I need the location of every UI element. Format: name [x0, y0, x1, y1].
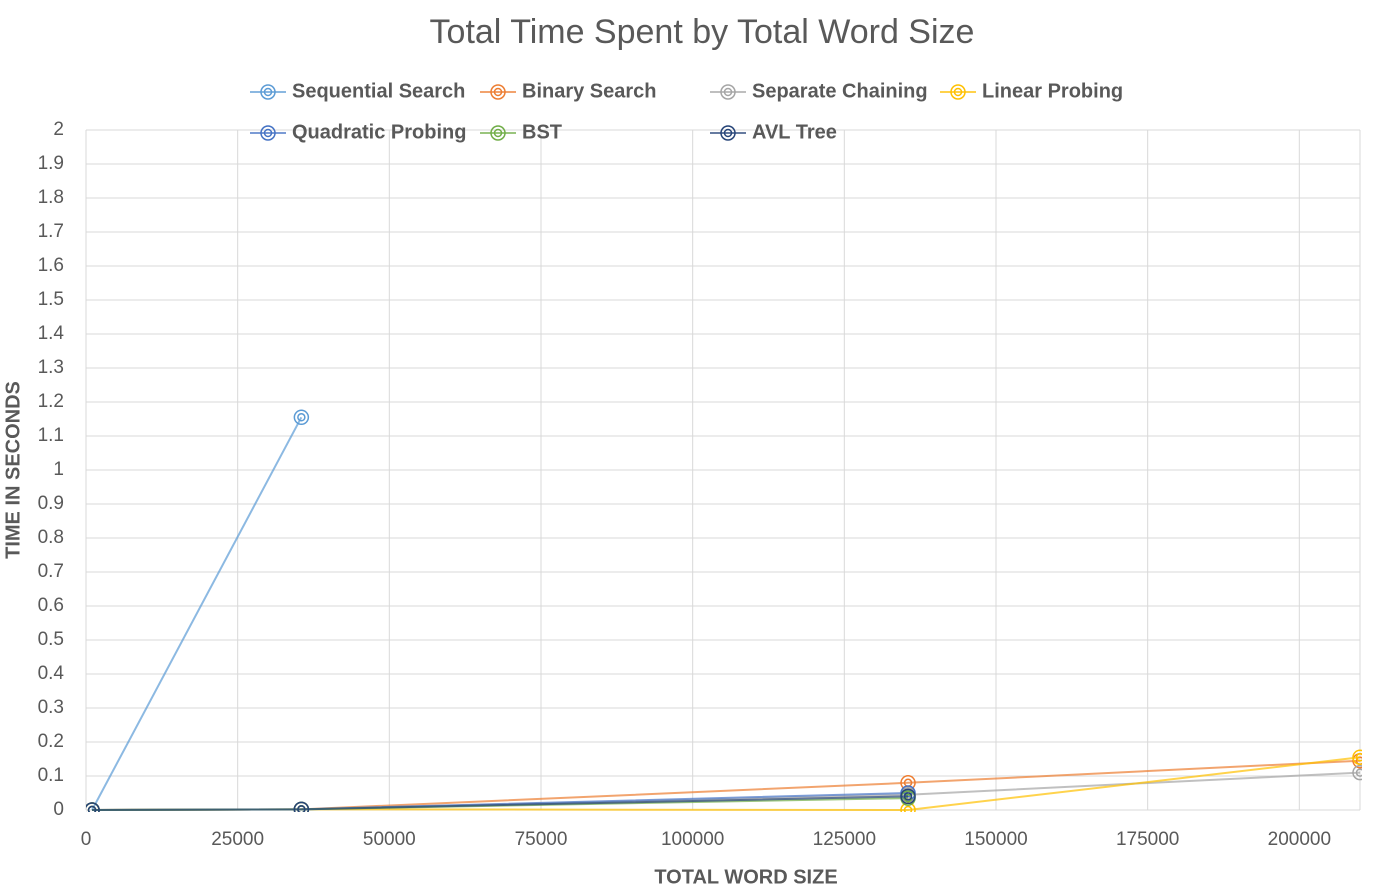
- y-tick-label: 0.2: [38, 731, 64, 752]
- marker-core: [493, 128, 503, 138]
- y-tick-label: 0.1: [38, 765, 64, 786]
- y-tick-label: 1.9: [38, 153, 64, 174]
- legend-label: BST: [522, 121, 562, 143]
- marker-core: [87, 805, 97, 812]
- marker-core: [723, 87, 733, 97]
- series-line: [92, 759, 1361, 811]
- y-tick-label: 1.7: [38, 221, 64, 242]
- y-tick-label: 1.5: [38, 289, 64, 310]
- y-tick-label: 1: [53, 459, 64, 480]
- marker-ring: [720, 125, 736, 141]
- y-tick-label: 1.1: [38, 425, 64, 446]
- marker-ring: [86, 802, 100, 812]
- marker-ring: [1352, 749, 1362, 766]
- marker: [720, 84, 736, 100]
- marker-core: [297, 805, 306, 812]
- x-tick-label: 25000: [211, 829, 264, 850]
- legend-label: Linear Probing: [982, 80, 1123, 102]
- marker-ring: [490, 84, 506, 100]
- marker-core: [493, 87, 503, 97]
- marker-ring: [900, 788, 916, 805]
- y-tick-label: 0.8: [38, 527, 64, 548]
- y-tick-label: 0.4: [38, 663, 65, 684]
- x-tick-label: 75000: [515, 829, 568, 850]
- y-tick-label: 0.5: [38, 629, 64, 650]
- marker: [1352, 749, 1362, 766]
- legend-label: Quadratic Probing: [292, 121, 466, 143]
- marker: [293, 801, 310, 812]
- legend-label: Separate Chaining: [752, 80, 928, 102]
- marker-core: [1355, 768, 1362, 777]
- legend-label: Sequential Search: [292, 80, 465, 102]
- marker: [260, 125, 276, 141]
- marker-ring: [1352, 764, 1362, 781]
- chart-title: Total Time Spent by Total Word Size: [430, 13, 975, 51]
- marker: [293, 409, 310, 426]
- x-tick-label: 200000: [1268, 829, 1331, 850]
- marker: [86, 802, 100, 812]
- marker-core: [953, 87, 963, 97]
- y-tick-label: 0: [53, 799, 64, 820]
- marker: [720, 125, 736, 141]
- marker: [900, 788, 916, 805]
- y-tick-label: 2: [53, 119, 64, 140]
- series-line: [92, 795, 909, 811]
- x-axis-label: TOTAL WORD SIZE: [654, 866, 837, 888]
- marker-core: [1355, 753, 1362, 762]
- x-tick-label: 125000: [813, 829, 876, 850]
- y-tick-label: 0.9: [38, 493, 64, 514]
- x-tick-label: 150000: [964, 829, 1027, 850]
- marker-core: [263, 87, 273, 97]
- y-tick-label: 0.7: [38, 561, 64, 582]
- marker-core: [297, 413, 306, 422]
- marker-ring: [293, 409, 310, 426]
- y-tick-label: 1.8: [38, 187, 64, 208]
- x-tick-label: 175000: [1116, 829, 1179, 850]
- marker-ring: [260, 84, 276, 100]
- legend-label: AVL Tree: [752, 121, 837, 143]
- marker-ring: [490, 125, 506, 141]
- plot-area: [86, 409, 1362, 812]
- x-tick-label: 0: [81, 829, 92, 850]
- marker: [1352, 764, 1362, 781]
- marker: [490, 125, 506, 141]
- marker-core: [723, 128, 733, 138]
- marker: [490, 84, 506, 100]
- marker: [260, 84, 276, 100]
- y-tick-label: 1.3: [38, 357, 64, 378]
- y-tick-label: 0.6: [38, 595, 64, 616]
- marker-core: [903, 805, 913, 812]
- series-line: [91, 416, 303, 811]
- x-tick-label: 50000: [363, 829, 416, 850]
- y-tick-label: 1.6: [38, 255, 64, 276]
- y-axis-label: TIME IN SECONDS: [2, 381, 24, 559]
- legend-label: Binary Search: [522, 80, 657, 102]
- y-tick-label: 0.3: [38, 697, 64, 718]
- marker-ring: [720, 84, 736, 100]
- marker-core: [263, 128, 273, 138]
- marker-ring: [293, 801, 310, 812]
- marker-ring: [950, 84, 966, 100]
- marker-core: [903, 792, 913, 801]
- marker-ring: [260, 125, 276, 141]
- y-tick-label: 1.4: [38, 323, 65, 344]
- x-tick-label: 100000: [661, 829, 724, 850]
- y-tick-label: 1.2: [38, 391, 64, 412]
- marker: [950, 84, 966, 100]
